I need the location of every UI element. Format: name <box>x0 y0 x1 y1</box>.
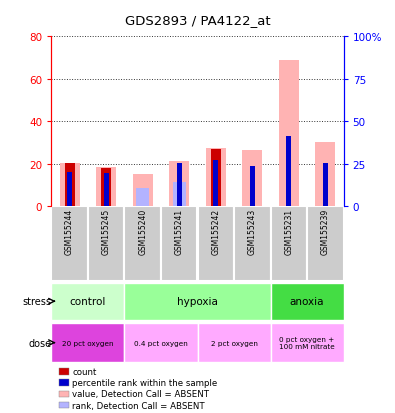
Text: count: count <box>72 367 97 376</box>
Bar <box>323 163 328 206</box>
Text: 20 pct oxygen: 20 pct oxygen <box>62 340 114 346</box>
Bar <box>286 137 292 206</box>
Text: GSM155245: GSM155245 <box>102 209 111 255</box>
Bar <box>124 206 161 281</box>
Text: GSM155243: GSM155243 <box>248 209 257 255</box>
Text: GSM155231: GSM155231 <box>284 209 293 255</box>
Text: GSM155240: GSM155240 <box>138 209 147 255</box>
Bar <box>88 206 124 281</box>
Bar <box>271 206 307 281</box>
Text: percentile rank within the sample: percentile rank within the sample <box>72 378 218 387</box>
Bar <box>307 206 344 281</box>
Text: GSM155239: GSM155239 <box>321 209 330 255</box>
Text: dose: dose <box>28 338 51 348</box>
Bar <box>198 206 234 281</box>
Bar <box>211 150 221 206</box>
Bar <box>271 323 344 362</box>
Bar <box>177 163 182 206</box>
Bar <box>161 206 198 281</box>
Bar <box>198 323 271 362</box>
Text: 2 pct oxygen: 2 pct oxygen <box>211 340 258 346</box>
Bar <box>315 143 335 206</box>
Text: GSM155244: GSM155244 <box>65 209 74 255</box>
Bar <box>250 166 255 206</box>
Bar <box>103 174 109 206</box>
Text: hypoxia: hypoxia <box>177 297 218 306</box>
Text: 0 pct oxygen +
100 mM nitrate: 0 pct oxygen + 100 mM nitrate <box>279 336 335 349</box>
Text: control: control <box>70 297 106 306</box>
Text: GSM155241: GSM155241 <box>175 209 184 255</box>
Bar <box>271 283 344 320</box>
Bar <box>96 167 116 206</box>
Text: rank, Detection Call = ABSENT: rank, Detection Call = ABSENT <box>72 401 205 410</box>
Text: value, Detection Call = ABSENT: value, Detection Call = ABSENT <box>72 389 209 399</box>
Bar <box>133 175 153 206</box>
Bar <box>279 60 299 206</box>
Bar <box>173 182 186 206</box>
Bar <box>234 206 271 281</box>
Bar <box>169 162 189 206</box>
Bar <box>51 206 88 281</box>
Text: GDS2893 / PA4122_at: GDS2893 / PA4122_at <box>125 14 270 27</box>
Bar <box>124 323 198 362</box>
Bar <box>64 163 75 206</box>
Bar <box>60 163 80 206</box>
Text: 0.4 pct oxygen: 0.4 pct oxygen <box>134 340 188 346</box>
Bar <box>51 323 124 362</box>
Bar <box>206 148 226 206</box>
Bar <box>67 173 72 206</box>
Text: anoxia: anoxia <box>290 297 324 306</box>
Bar <box>101 169 111 206</box>
Text: GSM155242: GSM155242 <box>211 209 220 255</box>
Bar <box>51 283 124 320</box>
Text: stress: stress <box>23 297 51 306</box>
Bar <box>242 150 262 206</box>
Bar <box>124 283 271 320</box>
Bar <box>213 161 218 206</box>
Bar <box>136 188 149 206</box>
